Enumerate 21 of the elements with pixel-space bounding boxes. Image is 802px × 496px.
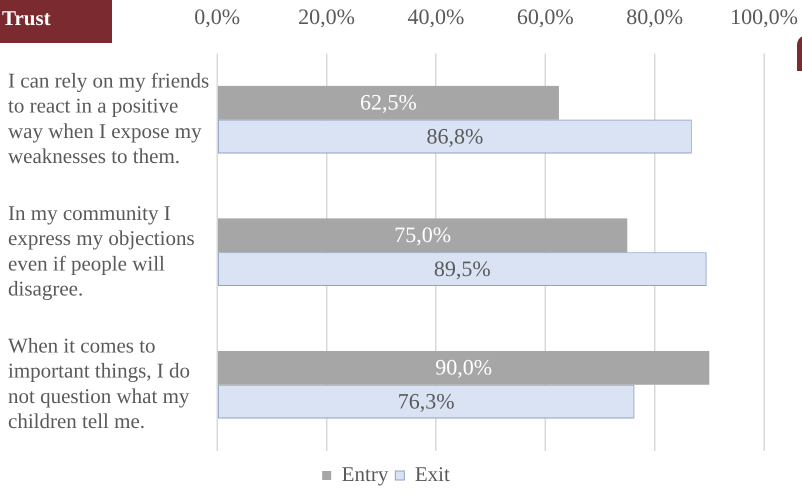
data-label: 76,3% <box>398 388 455 414</box>
y-tick-label: I can rely on my friends to react in a positive way when I expose my weaknesses to them. <box>8 68 210 168</box>
text: Trust <box>0 0 112 43</box>
x-tick-label: 20,0% <box>298 4 355 29</box>
bar <box>218 86 559 120</box>
x-tick-label: 60,0% <box>516 4 574 29</box>
y-tick-label: When it comes to important things, I do not question what my children tell me. <box>8 333 190 434</box>
x-tick-label: 100,0% <box>730 4 798 29</box>
data-label: 62,5% <box>360 90 417 115</box>
data-label: 86,8% <box>426 123 484 148</box>
legend-label: Exit <box>414 462 450 486</box>
bar <box>218 218 628 252</box>
legend-label: Entry <box>342 462 389 486</box>
y-tick-label: In my community I express my objections even if people will disagree. <box>8 200 195 301</box>
x-tick-label: 80,0% <box>626 4 684 29</box>
bar <box>218 350 710 385</box>
data-label: 89,5% <box>434 256 491 281</box>
data-label: 75,0% <box>394 222 452 248</box>
x-tick-label: 0,0% <box>194 4 240 29</box>
data-label: 90,0% <box>435 354 492 380</box>
x-tick-label: 40,0% <box>407 4 464 29</box>
